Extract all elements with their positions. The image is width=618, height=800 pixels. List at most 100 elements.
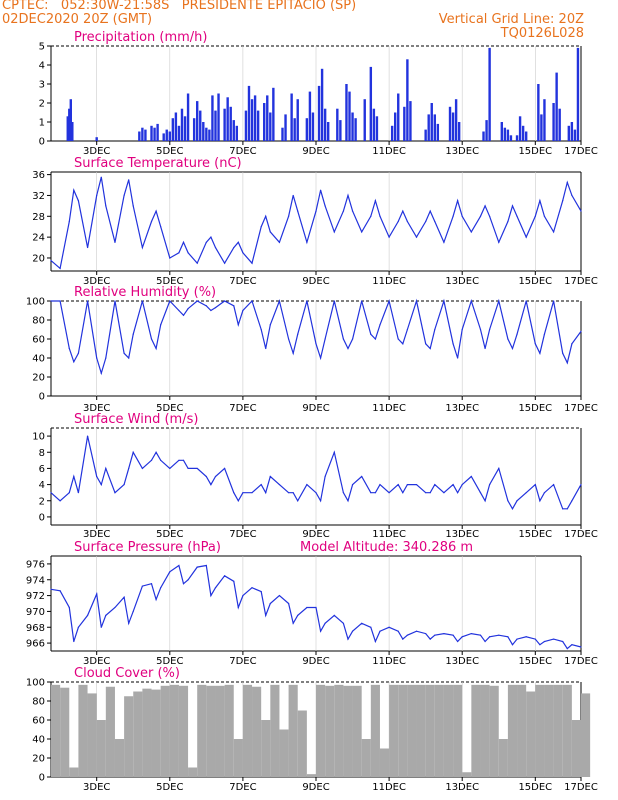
data-point [96, 593, 98, 595]
x-tick-label: 3DEC [83, 782, 110, 793]
data-point [306, 300, 308, 302]
precip-bar [232, 120, 235, 141]
data-point [388, 300, 390, 302]
cloud-bar [169, 684, 179, 777]
data-point [379, 483, 381, 486]
y-tick-label: 0 [39, 137, 45, 148]
data-point [100, 626, 102, 628]
x-tick-label: 5DEC [156, 782, 183, 793]
precip-bar [177, 125, 181, 141]
x-tick-label: 3DEC [83, 403, 110, 414]
y-tick-label: 36 [32, 170, 45, 181]
precip-bar [217, 93, 220, 141]
cloud-bar [407, 684, 417, 777]
data-point [150, 459, 153, 461]
precip-bar [211, 95, 214, 141]
x-tick-label: 11DEC [372, 782, 406, 793]
x-tick-label: 13DEC [445, 656, 479, 667]
series-line [50, 435, 582, 511]
data-point [571, 194, 573, 197]
y-tick-label: 100 [26, 678, 45, 689]
cloud-bar [261, 720, 271, 777]
data-point [297, 210, 299, 212]
data-point [342, 492, 345, 494]
x-tick-label: 3DEC [83, 529, 110, 540]
data-point [324, 475, 326, 478]
precip-bar [351, 112, 354, 141]
cloud-bar [334, 684, 344, 777]
data-point [571, 343, 573, 345]
data-point [114, 606, 116, 609]
data-point [347, 638, 349, 640]
precip-bar [436, 123, 440, 141]
cloud-bar [51, 684, 61, 777]
y-tick-label: 970 [26, 607, 45, 618]
y-tick-label: 60 [32, 716, 45, 727]
precip-bar [503, 127, 507, 141]
x-tick-label: 7DEC [229, 782, 256, 793]
data-point [292, 492, 294, 494]
x-tick-label: 7DEC [229, 529, 256, 540]
precip-bar [196, 101, 199, 141]
data-point [498, 467, 500, 470]
cloud-bar [60, 687, 70, 777]
data-point [351, 210, 354, 212]
data-point [150, 338, 153, 340]
data-point [251, 492, 253, 494]
data-point [388, 492, 390, 494]
precip-bar [290, 93, 293, 141]
x-tick-label: 15DEC [518, 403, 552, 414]
cloud-bar [389, 684, 399, 777]
data-point [425, 220, 427, 223]
cloud-bar [462, 772, 472, 777]
data-point [169, 467, 171, 470]
precip-bar [150, 125, 153, 141]
data-point [210, 236, 212, 238]
data-point [562, 640, 564, 643]
data-point [265, 215, 267, 217]
data-point [169, 571, 171, 573]
data-point [187, 579, 189, 581]
precip-bar [521, 125, 525, 141]
data-point [342, 338, 345, 340]
precip-bar [454, 99, 458, 141]
precip-bar [66, 116, 69, 141]
data-point [452, 215, 454, 217]
data-point [224, 575, 226, 577]
x-tick-label: 9DEC [302, 656, 329, 667]
data-point [292, 622, 294, 624]
data-point [534, 343, 536, 345]
y-tick-label: 32 [32, 191, 45, 202]
precip-bar [326, 122, 330, 141]
data-point [406, 220, 408, 223]
data-point [242, 492, 244, 494]
x-tick-label: 11DEC [372, 403, 406, 414]
y-tick-label: 80 [32, 697, 45, 708]
panel-title: Relative Humidity (%) [74, 285, 216, 300]
data-point [59, 300, 61, 302]
y-tick-label: 2 [39, 99, 45, 110]
x-tick-label: 17DEC [564, 656, 598, 667]
data-point [105, 205, 107, 207]
header-grid-line: Vertical Grid Line: 20Z [438, 12, 584, 27]
data-point [374, 640, 376, 643]
data-point [251, 262, 253, 264]
data-point [516, 638, 518, 640]
data-point [132, 333, 134, 335]
precip-bar [363, 99, 366, 141]
data-point [498, 300, 500, 302]
data-point [160, 459, 162, 461]
data-point [525, 492, 527, 494]
precip-bar [253, 95, 257, 141]
data-point [516, 215, 518, 217]
cloud-bar [270, 684, 280, 777]
y-tick-label: 100 [26, 297, 45, 308]
cloud-bar [69, 767, 79, 777]
cloud-bar [544, 684, 554, 777]
data-point [73, 189, 75, 191]
data-point [534, 638, 536, 640]
x-tick-label: 17DEC [564, 782, 598, 793]
precip-bar [537, 84, 540, 141]
data-point [379, 324, 381, 326]
x-tick-label: 3DEC [83, 656, 110, 667]
